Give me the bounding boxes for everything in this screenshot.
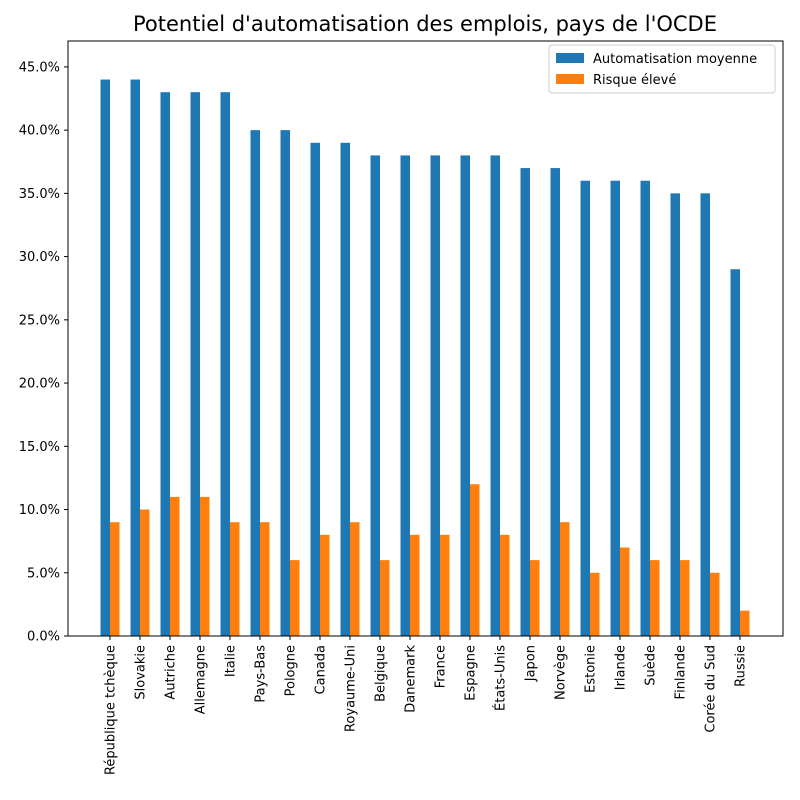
x-tick-label: République tchèque [104,645,119,775]
bar-2-18 [620,547,630,636]
x-tick-label: Pologne [284,645,299,696]
y-tick-label: 15.0% [19,440,60,455]
x-tick-label: États-Unis [493,645,509,711]
y-tick-label: 10.0% [19,503,60,518]
legend-label-2: Risque élevé [593,73,676,88]
x-tick-label: Irlande [614,645,629,690]
x-tick-label: Estonie [584,645,599,693]
legend-swatch-1 [556,53,584,63]
bar-1-1 [100,79,110,637]
chart-title: Potentiel d'automatisation des emplois, … [133,12,717,36]
x-tick-label: Norvège [554,645,569,700]
bar-2-9 [350,522,360,636]
y-tick-label: 25.0% [19,313,60,328]
x-tick-label: France [434,645,449,688]
axes: 0.0% 5.0% 10.0% 15.0% 20.0% 25.0% 30.0% 35.0% 40… [19,40,784,775]
bar-2-8 [320,534,330,636]
x-tick-label: Belgique [374,645,389,702]
bars [100,79,750,637]
bar-2-6 [260,522,270,636]
x-tick-label: Japon [524,645,539,682]
bar-1-21 [700,193,710,637]
bar-1-11 [400,155,410,637]
x-tick-label: Finlande [674,645,689,699]
y-tick-label: 20.0% [19,377,60,392]
y-tick-label: 5.0% [27,566,60,581]
y-tick-label: 30.0% [19,250,60,265]
bar-2-17 [590,572,600,636]
bar-1-18 [610,180,620,636]
bar-1-16 [550,168,560,636]
x-tick-label: Corée du Sud [704,645,719,733]
bar-1-14 [490,155,500,637]
x-tick-label: Danemark [404,645,419,713]
legend-label-1: Automatisation moyenne [593,52,757,67]
y-tick-label: 40.0% [19,124,60,139]
series-1 [100,79,740,637]
bar-2-12 [440,534,450,636]
bar-1-20 [670,193,680,637]
x-tick-label: Espagne [464,645,479,701]
bar-1-10 [370,155,380,637]
bar-1-6 [250,130,260,636]
bar-2-4 [200,496,210,636]
bar-1-12 [430,155,440,637]
x-tick-label: Russie [734,645,749,687]
x-tick-label: Canada [314,645,329,694]
bar-2-13 [470,484,480,636]
bar-1-22 [730,269,740,636]
bar-1-2 [130,79,140,637]
bar-1-5 [220,92,230,636]
x-tick-label: Allemagne [194,645,209,714]
legend-swatch-2 [556,74,584,84]
x-tick-label: Autriche [164,645,179,700]
bar-2-5 [230,522,240,636]
bar-1-19 [640,180,650,636]
bar-2-15 [530,560,540,636]
bar-1-3 [160,92,170,636]
legend: Automatisation moyenne Risque élevé [548,44,776,94]
y-tick-label: 0.0% [27,630,60,645]
plot-frame [67,40,784,637]
bar-2-10 [380,560,390,636]
bar-1-7 [280,130,290,636]
bar-2-19 [650,560,660,636]
legend-box [548,44,776,94]
x-tick-label: Pays-Bas [254,645,269,703]
bar-2-14 [500,534,510,636]
series-2 [110,484,750,636]
bar-2-20 [680,560,690,636]
x-tick-label: Suède [644,645,659,686]
bar-1-13 [460,155,470,637]
bar-2-2 [140,509,150,636]
bar-1-4 [190,92,200,636]
bar-1-9 [340,142,350,636]
x-tick-label: Italie [224,645,239,677]
bar-2-3 [170,496,180,636]
bar-2-1 [110,522,120,636]
bar-2-11 [410,534,420,636]
bar-2-21 [710,572,720,636]
bar-2-16 [560,522,570,636]
y-tick-label: 45.0% [19,60,60,75]
bar-1-15 [520,168,530,636]
bar-2-7 [290,560,300,636]
bar-2-22 [740,610,750,636]
x-tick-label: Royaume-Uni [344,645,359,732]
y-tick-label: 35.0% [19,187,60,202]
bar-1-17 [580,180,590,636]
bar-1-8 [310,142,320,636]
x-tick-label: Slovakie [134,645,149,700]
